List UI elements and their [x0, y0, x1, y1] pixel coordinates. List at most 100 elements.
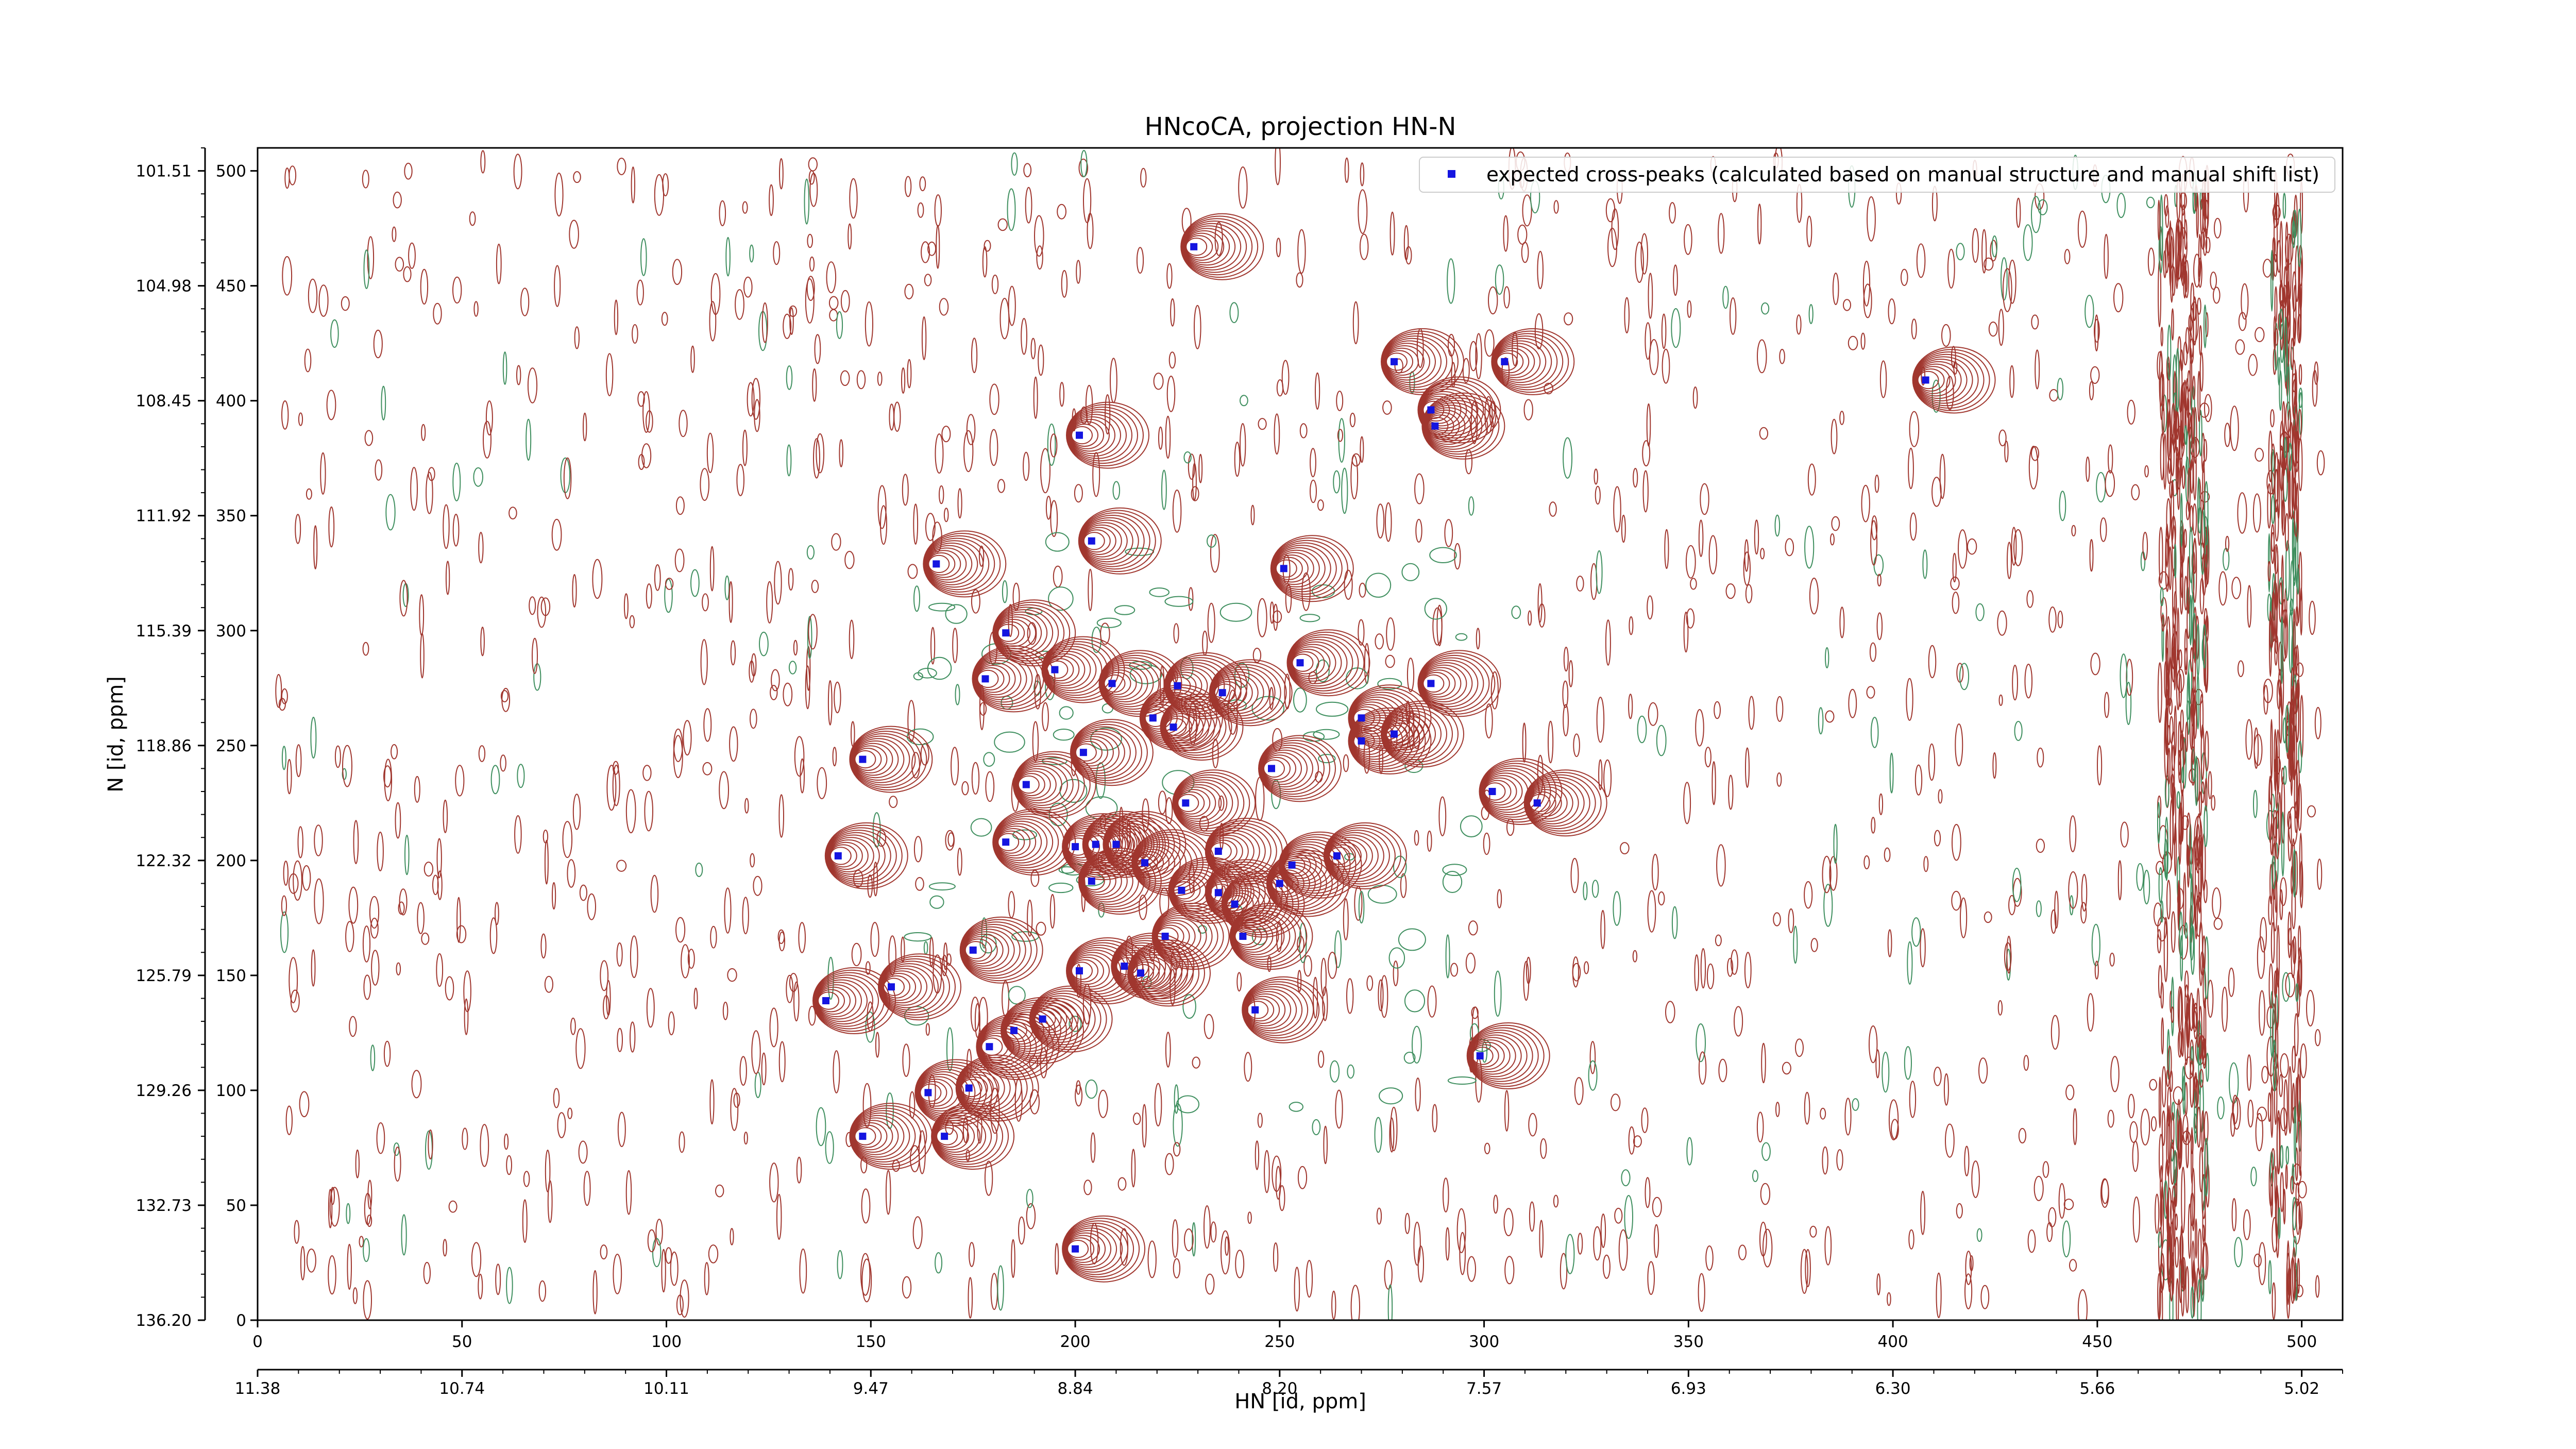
- cross-peak-marker: [1391, 730, 1398, 738]
- y-tick-label-ppm: 101.51: [136, 162, 192, 181]
- cross-peak-marker: [924, 1089, 932, 1097]
- y-tick-label-index: 500: [216, 162, 246, 181]
- cross-peak-marker: [1427, 406, 1435, 414]
- y-tick-label-index: 0: [236, 1311, 246, 1330]
- cross-peak-markers: [822, 243, 1929, 1253]
- y-tick-label-ppm: 132.73: [136, 1197, 192, 1215]
- x-tick-label-ppm: 8.20: [1262, 1379, 1297, 1398]
- cross-peak-marker: [1218, 689, 1226, 697]
- cross-peak-marker: [1072, 1245, 1079, 1253]
- cross-peak-marker: [1112, 840, 1120, 848]
- cross-peak-marker: [1296, 659, 1304, 667]
- cross-peak-marker: [1149, 714, 1157, 722]
- cross-peak-marker: [1431, 422, 1439, 430]
- x-tick-label-ppm: 5.66: [2079, 1379, 2115, 1398]
- cross-peak-marker: [1214, 848, 1222, 855]
- cross-peak-marker: [1288, 861, 1296, 869]
- y-tick-label-index: 400: [216, 392, 246, 411]
- cross-peak-marker: [965, 1084, 973, 1092]
- cross-peak-marker: [1002, 838, 1010, 846]
- y-tick-label-ppm: 111.92: [136, 507, 192, 526]
- cross-peak-marker: [1276, 880, 1283, 887]
- y-tick-label-ppm: 118.86: [136, 737, 192, 755]
- cross-peak-marker: [1214, 889, 1222, 897]
- cross-peak-marker: [859, 1133, 867, 1140]
- cross-peak-marker: [1533, 799, 1541, 807]
- cross-peak-marker: [1391, 358, 1398, 365]
- x-tick-label-index: 300: [1469, 1333, 1499, 1351]
- x-tick-label-index: 100: [651, 1333, 682, 1351]
- cross-peak-marker: [1088, 878, 1095, 885]
- cross-peak-marker: [1141, 859, 1148, 867]
- cross-peak-marker: [1108, 680, 1116, 687]
- x-tick-label-ppm: 6.30: [1875, 1379, 1911, 1398]
- x-tick-label-index: 350: [1673, 1333, 1704, 1351]
- y-tick-label-index: 250: [216, 737, 246, 755]
- cross-peak-marker: [834, 852, 842, 860]
- cross-peak-marker: [1239, 933, 1247, 940]
- x-tick-label-index: 500: [2286, 1333, 2317, 1351]
- cross-peak-marker: [986, 1043, 993, 1051]
- cross-peak-marker: [1488, 788, 1496, 795]
- y-tick-label-ppm: 122.32: [136, 852, 192, 870]
- cross-peak-marker: [969, 946, 977, 954]
- x-tick-label-index: 250: [1264, 1333, 1295, 1351]
- cross-peak-marker: [1076, 967, 1083, 974]
- x-tick-label-index: 450: [2082, 1333, 2112, 1351]
- y-tick-label-ppm: 108.45: [136, 392, 192, 411]
- cross-peak-marker: [933, 560, 940, 568]
- x-tick-label-ppm: 8.84: [1058, 1379, 1093, 1398]
- cross-peak-marker: [1922, 376, 1929, 384]
- cross-peak-marker: [1476, 1052, 1484, 1059]
- cross-peak-marker: [1072, 843, 1079, 851]
- legend-marker-icon: [1448, 170, 1455, 178]
- cross-peak-marker: [1268, 765, 1275, 772]
- contour-layer: [275, 148, 2325, 1320]
- cross-peak-marker: [1121, 963, 1128, 970]
- plot-frame: [257, 147, 2344, 1321]
- y-tick-label-index: 100: [216, 1082, 246, 1100]
- x-tick-label-index: 0: [252, 1333, 263, 1351]
- cross-peak-marker: [1022, 781, 1030, 788]
- y-tick-label-ppm: 104.98: [136, 277, 192, 296]
- cross-peak-marker: [1076, 431, 1083, 439]
- cross-peak-marker: [1079, 749, 1087, 756]
- x-tick-label-index: 150: [856, 1333, 886, 1351]
- cross-peak-marker: [1231, 900, 1239, 908]
- cross-peak-marker: [1251, 1006, 1259, 1014]
- y-tick-label-ppm: 129.26: [136, 1082, 192, 1100]
- x-tick-label-ppm: 10.74: [439, 1379, 485, 1398]
- y-tick-label-index: 200: [216, 852, 246, 870]
- x-tick-label-ppm: 11.38: [235, 1379, 281, 1398]
- x-tick-label-ppm: 5.02: [2284, 1379, 2319, 1398]
- cross-peak-marker: [1182, 799, 1190, 807]
- cross-peak-marker: [859, 755, 867, 763]
- legend-box: [1419, 157, 2335, 193]
- axes: 0 11.38 0 136.20 50 10.74 50 132.73 100 10.11 100 1…: [136, 147, 2343, 1398]
- legend: expected cross-peaks (calculated based o…: [1419, 157, 2335, 193]
- x-tick-label-index: 50: [452, 1333, 472, 1351]
- y-axis-label: N [id, ppm]: [104, 676, 128, 793]
- cross-peak-marker: [1170, 723, 1177, 731]
- cross-peak-marker: [1039, 1015, 1046, 1023]
- cross-peak-marker: [1358, 737, 1365, 745]
- x-tick-label-index: 400: [1878, 1333, 1908, 1351]
- cross-peak-marker: [981, 675, 989, 683]
- cross-peak-marker: [1137, 969, 1144, 977]
- x-tick-label-ppm: 7.57: [1466, 1379, 1502, 1398]
- y-tick-label-index: 450: [216, 277, 246, 296]
- cross-peak-marker: [1333, 852, 1341, 860]
- y-tick-label-index: 350: [216, 507, 246, 526]
- cross-peak-marker: [1010, 1026, 1018, 1034]
- x-tick-label-ppm: 9.47: [853, 1379, 889, 1398]
- x-tick-label-index: 200: [1060, 1333, 1090, 1351]
- y-tick-label-index: 50: [226, 1197, 246, 1215]
- y-tick-label-index: 150: [216, 967, 246, 985]
- chart-title: HNcoCA, projection HN-N: [1145, 112, 1456, 141]
- cross-peak-marker: [1174, 682, 1181, 689]
- x-tick-label-ppm: 6.93: [1671, 1379, 1706, 1398]
- cross-peak-marker: [1092, 840, 1099, 848]
- cross-peak-marker: [1161, 933, 1169, 940]
- cross-peak-marker: [888, 983, 895, 991]
